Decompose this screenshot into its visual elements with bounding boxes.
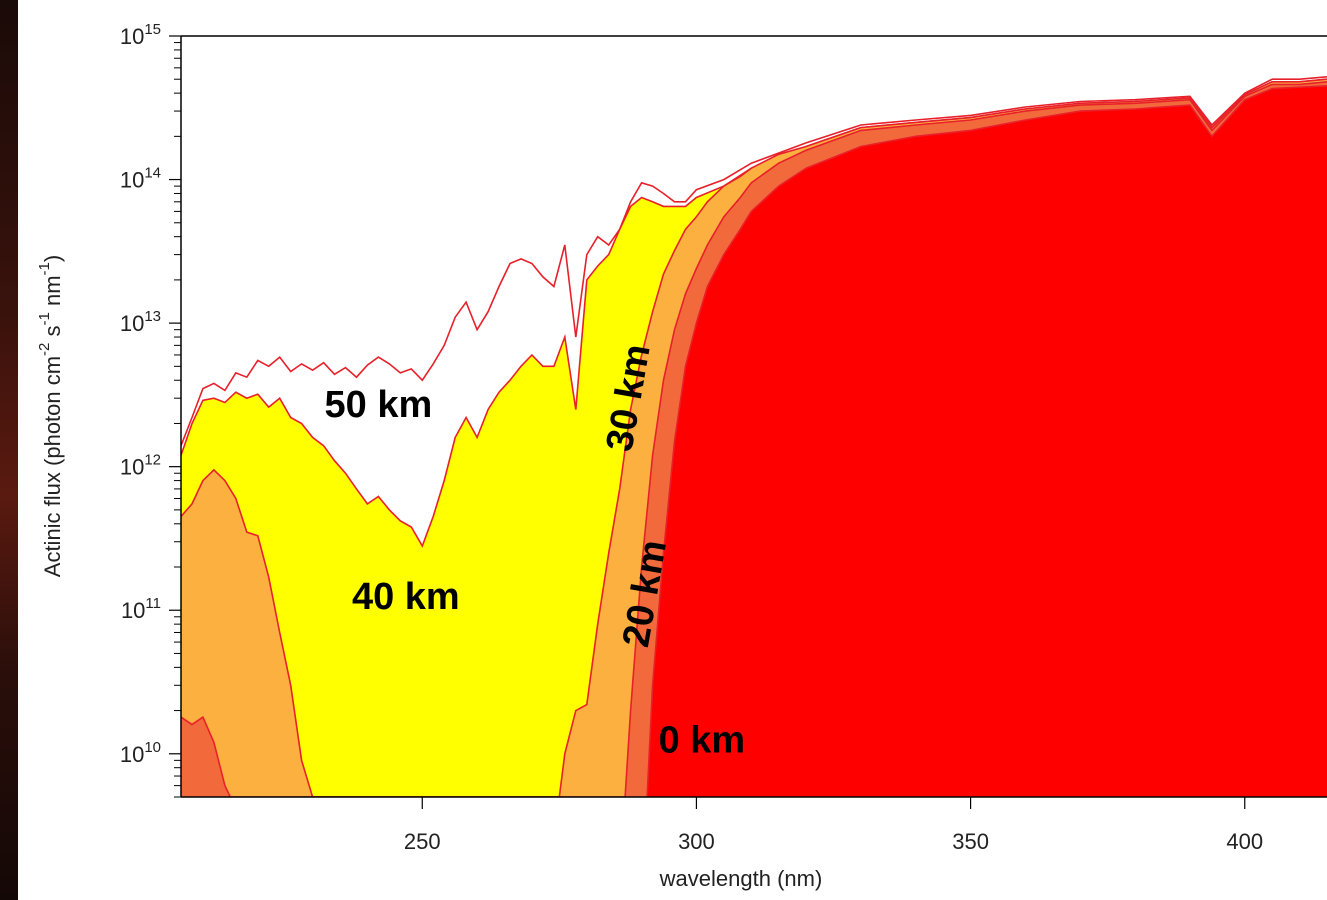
x-axis-title: wavelength (nm)	[659, 866, 823, 891]
plot-area	[181, 36, 1327, 797]
x-tick-label: 300	[678, 829, 715, 854]
y-tick-label: 1015	[120, 21, 161, 49]
series-line-30-km	[181, 78, 1327, 797]
y-tick-label: 1013	[120, 308, 161, 336]
y-tick-label: 1011	[121, 595, 161, 623]
series-line-0-km	[646, 85, 1327, 797]
y-tick-label: 1010	[120, 739, 161, 767]
x-tick-label: 350	[952, 829, 989, 854]
background-strip	[0, 0, 18, 900]
series-area-0-km	[647, 85, 1327, 797]
x-tick-label: 250	[404, 829, 441, 854]
y-axis-title: Actinic flux (photon cm-2 s-1 nm-1)	[36, 255, 65, 577]
label-50-km: 50 km	[325, 384, 433, 426]
x-tick-label: 400	[1226, 829, 1263, 854]
series-line-20-km	[181, 81, 1327, 797]
y-tick-label: 1014	[120, 165, 161, 193]
series-line-50-km	[181, 76, 1327, 446]
label-40-km: 40 km	[352, 576, 460, 618]
y-tick-label: 1012	[120, 452, 161, 480]
label-0-km: 0 km	[659, 719, 746, 761]
